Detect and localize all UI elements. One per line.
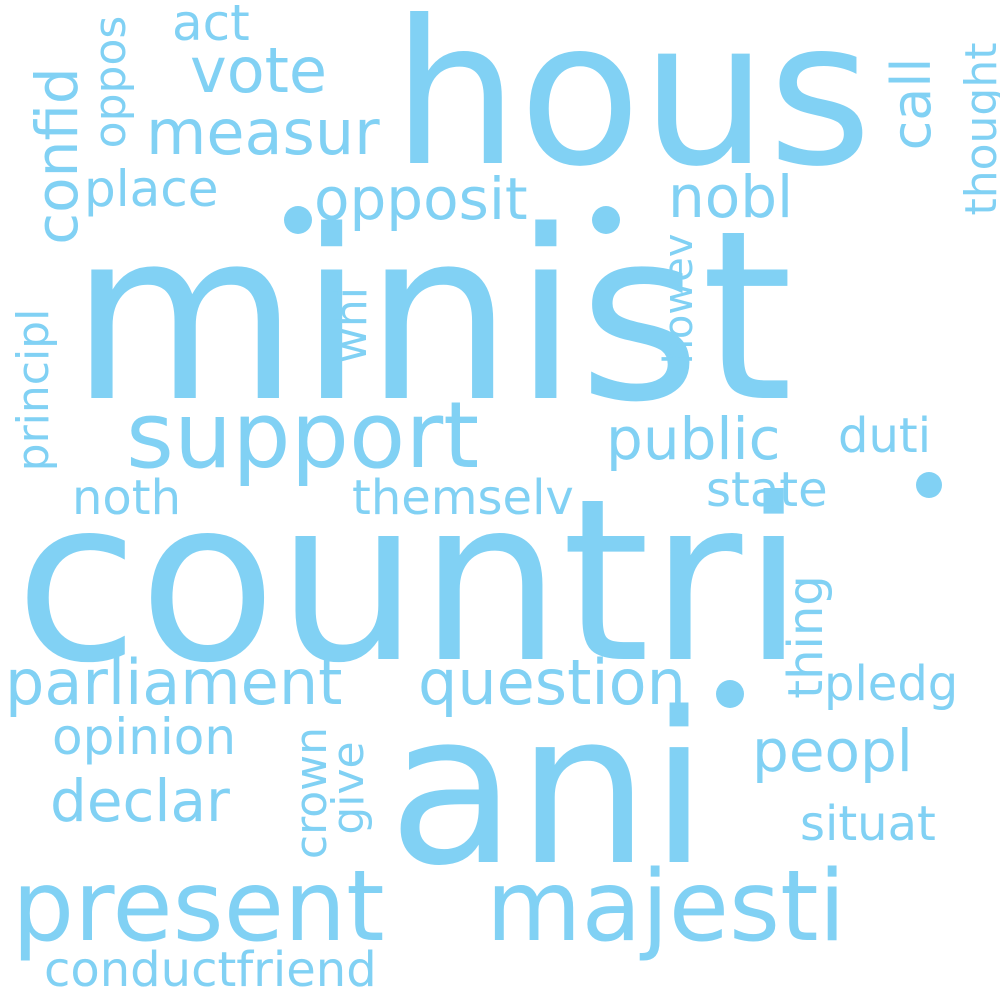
- word-opinion: opinion: [52, 708, 237, 766]
- word-duti: duti: [838, 408, 932, 464]
- word-act: act: [172, 0, 250, 52]
- word-peopl: peopl: [752, 717, 913, 785]
- dot-mark: [592, 206, 620, 234]
- word-support: support: [126, 382, 480, 489]
- dot-mark: [716, 680, 744, 708]
- word-confid: confid: [23, 67, 91, 245]
- word-howev: howev: [656, 233, 702, 365]
- dot-mark: [284, 206, 312, 234]
- word-parliament: parliament: [5, 646, 343, 719]
- word-place: place: [84, 160, 219, 218]
- word-countri: countri: [15, 451, 805, 713]
- word-present: present: [12, 850, 385, 964]
- word-thought: thought: [956, 42, 1000, 216]
- word-majesti: majesti: [486, 850, 846, 964]
- word-state: state: [706, 462, 828, 518]
- dot-mark: [916, 472, 942, 498]
- word-question: question: [418, 646, 686, 719]
- word-principl: principl: [8, 308, 59, 472]
- word-declar: declar: [50, 767, 230, 835]
- word-nobl: nobl: [668, 163, 794, 231]
- word-call: call: [880, 57, 943, 151]
- word-oppos: oppos: [85, 15, 136, 149]
- word-conductfriend: conductfriend: [44, 942, 377, 998]
- word-ani: ani: [388, 667, 709, 912]
- word-public: public: [606, 405, 781, 473]
- word-pledg: pledg: [824, 656, 959, 712]
- word-crown: crown: [286, 726, 337, 860]
- word-vote: vote: [190, 34, 328, 107]
- word-thing: thing: [778, 575, 834, 699]
- word-opposit: opposit: [314, 165, 528, 233]
- word-noth: noth: [72, 470, 182, 526]
- word-situat: situat: [800, 796, 936, 852]
- word-whi: whi: [326, 286, 377, 364]
- word-themselv: themselv: [352, 470, 574, 526]
- word-hous: hous: [392, 0, 873, 211]
- word-measur: measur: [146, 96, 380, 169]
- word-minist: minist: [70, 181, 794, 454]
